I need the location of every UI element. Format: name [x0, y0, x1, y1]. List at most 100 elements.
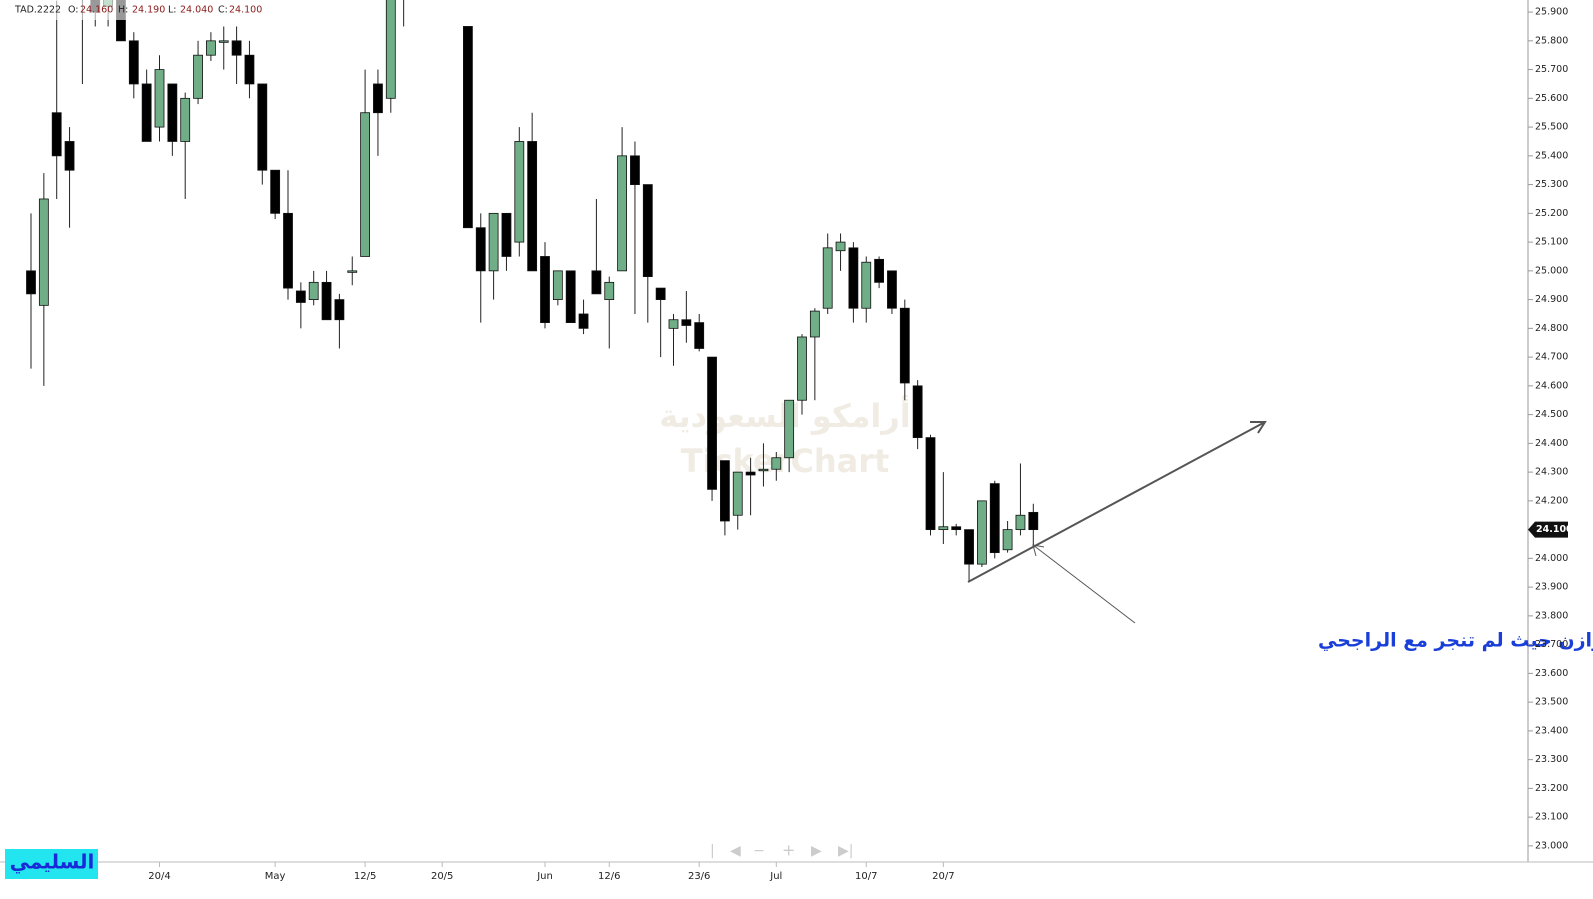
nav[interactable]: | — [710, 843, 715, 859]
y-tick-label: 25.500 — [1535, 122, 1568, 133]
candle-body — [964, 529, 974, 565]
candle-body — [887, 270, 897, 309]
header-text: L: — [168, 5, 177, 16]
candle-body — [1015, 514, 1026, 531]
candle-body — [861, 261, 872, 309]
header-text: O: — [68, 5, 79, 16]
x-tick-label: 20/5 — [431, 871, 453, 882]
y-tick-label: 23.300 — [1535, 754, 1568, 765]
candle-body — [527, 141, 538, 272]
x-tick-label: Jul — [769, 871, 782, 882]
candle-body — [655, 287, 666, 301]
header-text: 24.040 — [180, 5, 213, 16]
candle-body — [244, 54, 255, 85]
candle-body — [720, 460, 730, 522]
x-tick-label: 12/5 — [354, 871, 376, 882]
candle-body — [218, 40, 229, 43]
header-text: 24.100 — [229, 5, 262, 16]
candle-body — [732, 471, 743, 516]
candle-body — [745, 471, 756, 476]
nav[interactable]: ▶ — [811, 843, 822, 859]
candle-body — [167, 83, 178, 142]
candle-body — [540, 256, 550, 324]
candle-body — [591, 270, 602, 295]
arrow-head — [1032, 544, 1045, 557]
candle-body — [26, 270, 36, 295]
candle-body — [193, 54, 203, 99]
candle-body — [835, 241, 846, 252]
candle-body — [565, 270, 576, 324]
candle-body — [283, 212, 293, 289]
y-tick-label: 23.400 — [1535, 725, 1568, 736]
y-tick-label: 23.500 — [1535, 697, 1568, 708]
candle-body — [488, 212, 499, 272]
header-text: 24.190 — [132, 5, 165, 16]
candle-body — [475, 227, 486, 272]
candle-body — [809, 310, 820, 338]
candle-body — [373, 83, 383, 114]
candle-body — [874, 258, 884, 283]
candle-body — [334, 299, 345, 321]
candle-body — [38, 198, 49, 306]
candle-body — [141, 83, 152, 142]
header-text: C: — [218, 5, 228, 16]
candle-body — [552, 270, 563, 301]
candle-body — [989, 483, 1000, 554]
candle-body — [180, 97, 191, 142]
y-tick-label: 23.000 — [1535, 840, 1568, 851]
candle-body — [295, 290, 306, 303]
candle-body — [668, 319, 679, 329]
candle-body — [385, 0, 396, 99]
x-tick-label: 10/7 — [855, 871, 877, 882]
y-tick-label: 24.400 — [1535, 438, 1568, 449]
y-tick-label: 24.500 — [1535, 409, 1568, 420]
candle-body — [514, 141, 525, 243]
trend-line — [967, 421, 1266, 583]
y-tick-label: 25.600 — [1535, 93, 1568, 104]
x-tick-label: May — [265, 871, 286, 882]
last-price-label: 24.100 — [1536, 524, 1573, 535]
candle-body — [231, 40, 242, 56]
candle-body — [784, 399, 795, 459]
candle-body — [128, 40, 139, 85]
x-tick-label: Jun — [536, 871, 553, 882]
candle-body — [822, 247, 833, 309]
y-tick-label: 23.900 — [1535, 582, 1568, 593]
candle-body — [771, 457, 782, 470]
y-tick-label: 25.200 — [1535, 208, 1568, 219]
candle-body — [642, 184, 653, 277]
y-tick-label: 25.700 — [1535, 64, 1568, 75]
y-tick-label: 23.600 — [1535, 668, 1568, 679]
y-tick-label: 24.000 — [1535, 553, 1568, 564]
y-tick-label: 25.100 — [1535, 237, 1568, 248]
candle-body — [617, 155, 627, 272]
x-tick-label: 12/6 — [598, 871, 620, 882]
nav[interactable]: − — [753, 843, 765, 859]
y-tick-label: 24.300 — [1535, 467, 1568, 478]
candle-body — [938, 526, 949, 531]
nav-controls: | ◀ − + ▶ ▶| — [710, 841, 853, 860]
candle-body — [360, 112, 371, 257]
y-tick-label: 23.200 — [1535, 783, 1568, 794]
candle-body — [51, 112, 62, 157]
nav[interactable]: + — [782, 841, 795, 860]
candle-body — [501, 212, 512, 257]
nav[interactable]: ◀ — [730, 843, 741, 859]
nav[interactable]: ▶| — [838, 843, 853, 859]
header-text: 24.160 — [80, 5, 113, 16]
last-price-tag — [1528, 521, 1568, 538]
y-tick-label: 24.200 — [1535, 495, 1568, 506]
y-tick-label: 24.700 — [1535, 352, 1568, 363]
y-tick-label: 23.100 — [1535, 812, 1568, 823]
candle-body — [462, 26, 473, 229]
y-tick-label: 25.900 — [1535, 7, 1568, 18]
arrow-head — [1250, 421, 1267, 434]
y-tick-label: 24.600 — [1535, 380, 1568, 391]
author-box — [5, 849, 98, 879]
candle-body — [951, 526, 962, 531]
candle-body — [681, 319, 692, 326]
candle-body — [630, 155, 640, 185]
y-tick-label: 23.700 — [1535, 639, 1568, 650]
author: السليمي — [10, 850, 95, 875]
